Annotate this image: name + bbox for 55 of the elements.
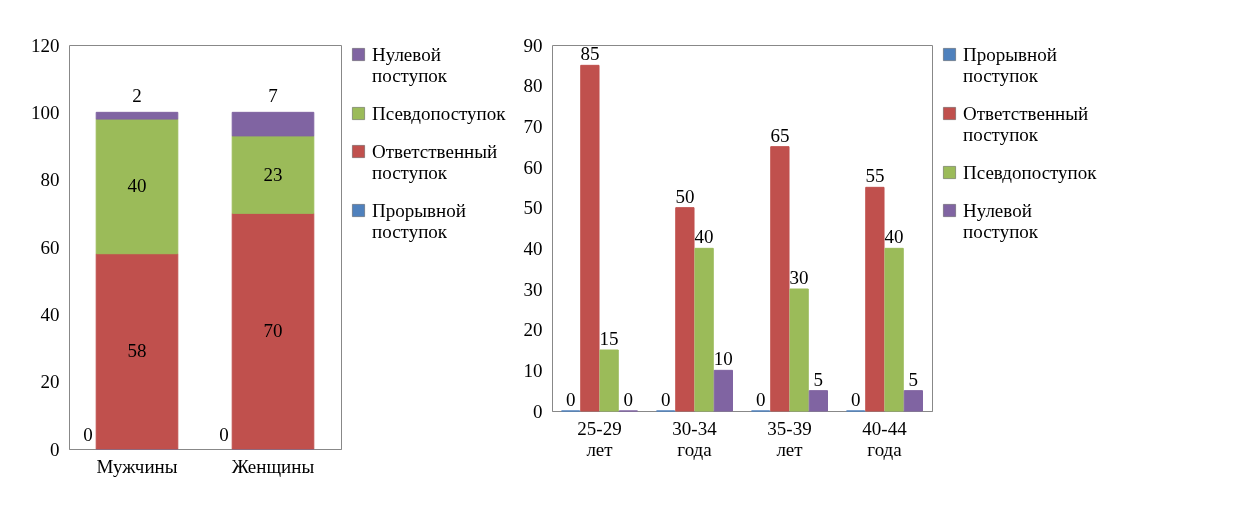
data-label: 10 (713, 348, 733, 370)
data-label: 2 (132, 85, 142, 107)
y-tick-label: 0 (50, 438, 60, 460)
y-tick-label: 10 (523, 359, 543, 381)
legend-label: Ответственный поступок (963, 102, 1089, 145)
data-label: 85 (580, 43, 600, 65)
x-tick-label: Женщины (231, 455, 315, 477)
data-label: 7 (268, 85, 278, 107)
data-label: 70 (263, 320, 283, 342)
data-label: 0 (623, 389, 634, 410)
legend-label: Псевдопоступок (372, 102, 507, 124)
data-label: 50 (675, 185, 695, 207)
legend-label: Псевдопоступок (963, 161, 1098, 183)
y-tick-label: 70 (523, 115, 543, 137)
data-label: 30 (789, 267, 809, 288)
data-label: 40 (884, 226, 904, 248)
y-tick-label: 40 (40, 303, 60, 325)
data-label: 0 (83, 424, 93, 445)
data-label: 0 (755, 389, 766, 410)
legend-label: Нулевой поступок (963, 199, 1039, 242)
data-label: 23 (263, 163, 283, 185)
data-label: 40 (694, 226, 714, 248)
y-tick-label: 100 (31, 101, 60, 123)
data-label: 58 (127, 340, 147, 362)
data-label: 5 (908, 368, 919, 390)
y-tick-label: 30 (523, 278, 543, 300)
data-label: 40 (127, 175, 147, 197)
y-tick-label: 60 (523, 156, 543, 178)
x-tick-label: 40-44 года (862, 417, 908, 460)
x-tick-label: 25-29 лет (577, 417, 622, 460)
y-tick-label: 20 (40, 371, 60, 393)
data-label: 65 (770, 124, 790, 146)
y-tick-label: 60 (40, 236, 60, 258)
data-label: 0 (850, 389, 861, 410)
data-label: 15 (599, 328, 619, 349)
y-tick-label: 0 (533, 400, 543, 422)
y-tick-label: 80 (523, 75, 543, 97)
y-tick-label: 120 (31, 34, 60, 56)
y-tick-label: 90 (523, 34, 543, 56)
data-label: 0 (219, 424, 229, 445)
y-tick-label: 20 (523, 319, 543, 341)
legend-label: Нулевой поступок (372, 43, 448, 86)
y-tick-label: 80 (40, 169, 60, 191)
legend-label: Прорывной поступок (372, 199, 466, 242)
x-tick-label: Мужчины (96, 455, 178, 477)
data-label: 0 (565, 389, 576, 410)
data-label: 0 (660, 389, 671, 410)
legend-label: Прорывной поступок (963, 43, 1057, 86)
x-tick-label: 30-34 года (672, 417, 718, 460)
y-tick-label: 40 (523, 237, 543, 259)
x-tick-label: 35-39 лет (767, 417, 812, 460)
data-label: 5 (813, 368, 824, 390)
y-tick-label: 50 (523, 197, 543, 219)
legend-label: Ответственный поступок (372, 140, 498, 183)
data-label: 55 (865, 165, 885, 187)
